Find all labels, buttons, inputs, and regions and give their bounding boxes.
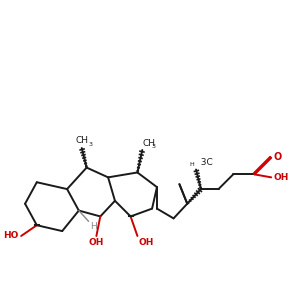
Text: H: H bbox=[90, 223, 97, 232]
Text: 3: 3 bbox=[152, 144, 156, 149]
Text: 3: 3 bbox=[88, 142, 92, 147]
Text: H: H bbox=[190, 162, 195, 167]
Text: CH: CH bbox=[75, 136, 88, 145]
Text: CH: CH bbox=[143, 139, 156, 148]
Text: 3C: 3C bbox=[195, 158, 212, 167]
Text: OH: OH bbox=[139, 238, 154, 247]
Text: HO: HO bbox=[4, 232, 19, 241]
Text: OH: OH bbox=[273, 173, 288, 182]
Text: O: O bbox=[273, 152, 281, 162]
Text: OH: OH bbox=[89, 238, 104, 247]
